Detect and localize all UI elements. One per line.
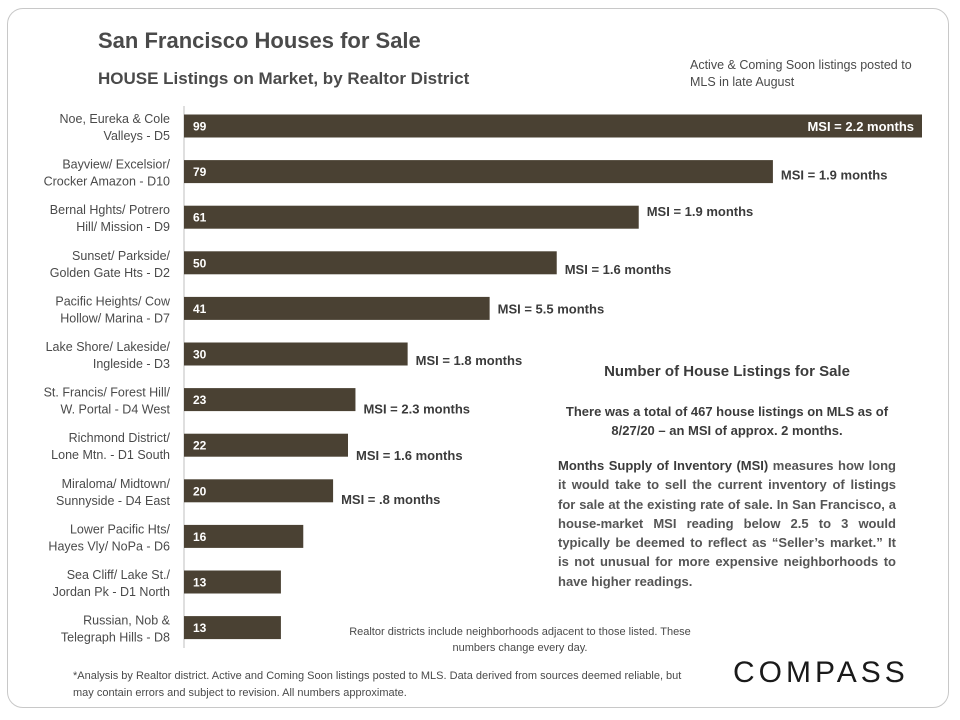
category-label: Ingleside - D3: [93, 357, 170, 371]
bar: [184, 570, 281, 594]
compass-logo: COMPASS: [733, 656, 909, 689]
bar-value-label: 22: [193, 439, 207, 453]
msi-label: MSI = 1.6 months: [565, 262, 672, 277]
category-label: St. Francis/ Forest Hill/: [44, 386, 171, 400]
chart-subtitle: HOUSE Listings on Market, by Realtor Dis…: [98, 69, 470, 88]
msi-label: MSI = 1.8 months: [416, 353, 523, 368]
listings-note: Active & Coming Soon listings posted to …: [690, 58, 912, 89]
bar: [184, 160, 773, 184]
category-label: Lower Pacific Hts/: [70, 522, 171, 536]
category-label: Russian, Nob &: [83, 614, 171, 628]
msi-label: MSI = 1.9 months: [781, 168, 888, 183]
category-label: Golden Gate Hts - D2: [50, 266, 170, 280]
category-label: Hayes Vly/ NoPa - D6: [48, 539, 170, 553]
bar-value-label: 99: [193, 120, 207, 134]
bar-value-label: 13: [193, 621, 207, 635]
bar: [184, 433, 348, 457]
category-label: Lone Mtn. - D1 South: [51, 448, 170, 462]
bar-value-label: 61: [193, 211, 207, 225]
bar-value-label: 16: [193, 530, 207, 544]
bar-value-label: 50: [193, 256, 207, 270]
bar-value-label: 20: [193, 484, 207, 498]
msi-label: MSI = .8 months: [341, 492, 440, 507]
category-label: Telegraph Hills - D8: [61, 631, 170, 645]
category-label: Sunnyside - D4 East: [56, 494, 170, 508]
category-label: Hollow/ Marina - D7: [60, 311, 170, 325]
bar: [184, 479, 334, 503]
category-label: Richmond District/: [69, 431, 171, 445]
slide-frame: [7, 8, 949, 708]
category-label: Sea Cliff/ Lake St./: [67, 568, 171, 582]
category-label: W. Portal - D4 West: [60, 403, 170, 417]
bar-value-label: 23: [193, 393, 207, 407]
bar: [184, 296, 490, 320]
footnote: *Analysis by Realtor district. Active an…: [73, 670, 682, 699]
category-label: Lake Shore/ Lakeside/: [46, 340, 171, 354]
bar: [184, 616, 281, 640]
bar-value-label: 41: [193, 302, 207, 316]
bar: [184, 114, 922, 138]
bar: [184, 342, 408, 366]
page-title: San Francisco Houses for Sale: [98, 28, 421, 53]
category-label: Crocker Amazon - D10: [44, 175, 170, 189]
info-msi-text: Months Supply of Inventory (MSI) measure…: [558, 456, 896, 591]
info-summary: There was a total of 467 house listings …: [565, 404, 889, 438]
category-label: Sunset/ Parkside/: [72, 249, 170, 263]
category-label: Jordan Pk - D1 North: [53, 585, 170, 599]
bar: [184, 524, 304, 548]
category-label: Bayview/ Excelsior/: [62, 158, 170, 172]
msi-label: MSI = 1.9 months: [647, 204, 754, 219]
msi-label: MSI = 5.5 months: [498, 301, 605, 316]
info-panel: Number of House Listings for Sale There …: [558, 363, 896, 591]
bar-value-label: 30: [193, 348, 207, 362]
category-label: Bernal Hghts/ Potrero: [50, 203, 170, 217]
category-label: Miraloma/ Midtown/: [62, 477, 171, 491]
msi-label: MSI = 2.3 months: [363, 402, 470, 417]
info-title: Number of House Listings for Sale: [604, 363, 850, 380]
bar: [184, 251, 557, 275]
bar: [184, 205, 639, 229]
districts-note: Realtor districts include neighborhoods …: [349, 626, 691, 654]
msi-definition-body: measures how long it would take to sell …: [558, 458, 896, 589]
category-label: Valleys - D5: [104, 129, 171, 143]
bar-value-label: 79: [193, 165, 207, 179]
msi-label: MSI = 1.6 months: [356, 448, 463, 463]
category-label: Pacific Heights/ Cow: [55, 294, 171, 308]
bar-value-label: 13: [193, 576, 207, 590]
msi-label: MSI = 2.2 months: [807, 119, 914, 134]
category-label: Noe, Eureka & Cole: [60, 112, 171, 126]
msi-definition-lead: Months Supply of Inventory (MSI): [558, 458, 769, 473]
bar: [184, 388, 356, 412]
category-label: Hill/ Mission - D9: [76, 220, 170, 234]
